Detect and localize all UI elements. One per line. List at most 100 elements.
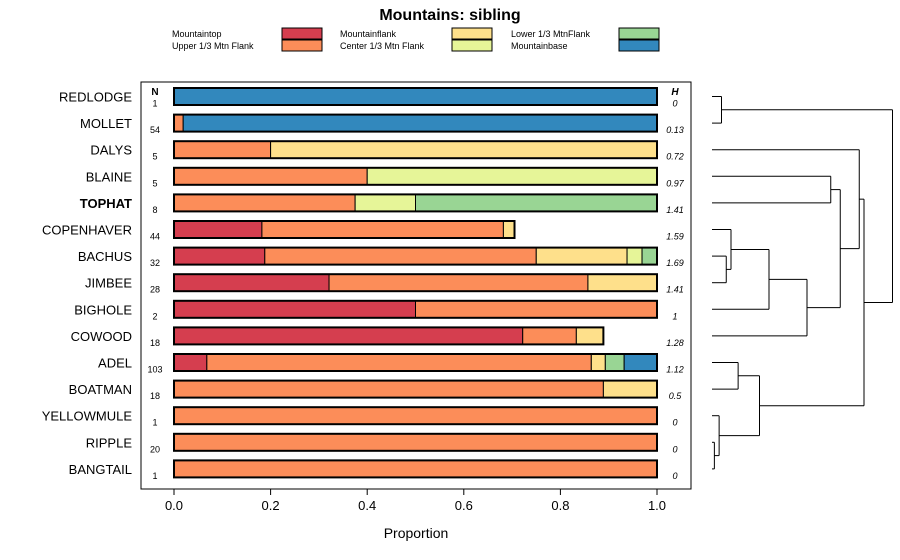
bar-segment-lower-1-3-mtnflank <box>641 247 658 266</box>
row-adel: ADEL 103 1.12 <box>98 353 684 375</box>
bar-segment-center-1-3-mtn-flank <box>626 247 643 266</box>
row-h-value: 1.59 <box>666 232 684 242</box>
plot-frame <box>140 81 692 490</box>
row-h-value: 1 <box>672 311 677 321</box>
row-label: MOLLET <box>80 116 132 131</box>
bar-segment-upper-1-3-mtn-flank <box>415 300 658 319</box>
row-h-value: 1.28 <box>666 338 684 348</box>
row-h-value: 0 <box>672 471 677 481</box>
row-ripple: RIPPLE 20 0 <box>86 432 678 454</box>
x-axis: 0.0 0.2 0.4 0.6 0.8 1.0 <box>165 489 666 513</box>
x-tick-label: 0.2 <box>262 498 280 513</box>
row-label: RIPPLE <box>86 435 133 450</box>
bar-segment-upper-1-3-mtn-flank <box>261 220 504 239</box>
bar-segment-mountainflank <box>502 220 516 239</box>
bar-segment-mountainflank <box>602 380 658 399</box>
bar-outline <box>173 432 658 452</box>
bar-segment-lower-1-3-mtnflank <box>415 193 658 212</box>
bar-segment-mountainflank <box>270 140 658 159</box>
x-tick-label: 0.4 <box>358 498 376 513</box>
bar-segment-upper-1-3-mtn-flank <box>173 140 272 159</box>
legend-swatch-center-1-3-mtn-flank <box>451 39 493 52</box>
bar-outline <box>173 87 658 106</box>
row-cowood: COWOOD 18 1.28 <box>71 326 684 348</box>
bar-outline <box>173 193 658 213</box>
row-h-value: 0 <box>672 418 677 428</box>
rows: REDLODGE 1 0 MOLLET 54 0.13 DALYS 5 0.72 BLAINE 5 0… <box>42 87 685 481</box>
bar-outline <box>173 379 658 399</box>
legend-label-center-1-3-mtn-flank: Center 1/3 Mtn Flank <box>340 41 425 51</box>
bar-segment-mountainflank <box>535 247 628 266</box>
row-n-value: 18 <box>150 338 160 348</box>
row-blaine: BLAINE 5 0.97 <box>86 166 685 188</box>
bar-segment-upper-1-3-mtn-flank <box>328 273 589 292</box>
bar-segment-mountaintop <box>173 300 416 319</box>
row-n-value: 5 <box>152 152 157 162</box>
row-label: BANGTAIL <box>69 462 132 477</box>
row-n-value: 103 <box>147 365 162 375</box>
bar-segment-mountainflank <box>575 326 604 345</box>
row-label: DALYS <box>90 143 132 158</box>
h-header: H <box>671 87 679 98</box>
bar-segment-mountainbase <box>173 87 658 106</box>
row-n-value: 1 <box>152 99 157 109</box>
x-tick-label: 0.6 <box>455 498 473 513</box>
row-h-value: 0 <box>672 99 677 109</box>
row-mollet: MOLLET 54 0.13 <box>80 113 684 135</box>
bar-segment-mountaintop <box>173 273 330 292</box>
row-bighole: BIGHOLE 2 1 <box>74 299 678 321</box>
row-h-value: 1.69 <box>666 258 684 268</box>
bar-segment-upper-1-3-mtn-flank <box>173 167 368 186</box>
row-h-value: 1.41 <box>666 205 684 215</box>
row-tophat: TOPHAT 8 1.41 <box>80 193 684 215</box>
bar-segment-upper-1-3-mtn-flank <box>522 326 577 345</box>
legend-label-lower-1-3-mtnflank: Lower 1/3 MtnFlank <box>511 29 591 39</box>
bar-segment-center-1-3-mtn-flank <box>354 193 416 212</box>
row-label: TOPHAT <box>80 196 132 211</box>
bar-segment-center-1-3-mtn-flank <box>366 167 658 186</box>
row-h-value: 0 <box>672 444 677 454</box>
bar-segment-mountainflank <box>587 273 658 292</box>
row-bangtail: BANGTAIL 1 0 <box>69 459 678 481</box>
row-n-value: 18 <box>150 391 160 401</box>
legend-swatch-mountaintop <box>281 27 323 40</box>
row-dalys: DALYS 5 0.72 <box>90 140 684 162</box>
legend-label-mountaintop: Mountaintop <box>172 29 222 39</box>
x-axis-label: Proportion <box>384 525 449 541</box>
legend-swatch-upper-1-3-mtn-flank <box>281 39 323 52</box>
dendrogram <box>712 96 893 470</box>
row-label: BIGHOLE <box>74 302 132 317</box>
bar-segment-upper-1-3-mtn-flank <box>264 247 537 266</box>
legend: Mountaintop Mountainflank Lower 1/3 MtnFla… <box>172 27 660 52</box>
row-h-value: 0.5 <box>669 391 683 401</box>
x-tick-label: 0.0 <box>165 498 183 513</box>
row-h-value: 1.12 <box>666 365 684 375</box>
row-label: BACHUS <box>78 249 133 264</box>
legend-swatch-mountainbase <box>618 39 660 52</box>
bar-segment-mountainbase <box>623 353 658 372</box>
legend-label-upper-1-3-mtn-flank: Upper 1/3 Mtn Flank <box>172 41 254 51</box>
row-n-value: 28 <box>150 285 160 295</box>
legend-swatch-lower-1-3-mtnflank <box>618 27 660 40</box>
legend-label-mountainbase: Mountainbase <box>511 41 568 51</box>
legend-swatch-mountainflank <box>451 27 493 40</box>
bar-segment-mountainbase <box>182 114 658 133</box>
legend-label-mountainflank: Mountainflank <box>340 29 397 39</box>
row-bachus: BACHUS 32 1.69 <box>78 246 684 268</box>
bar-segment-mountaintop <box>173 353 208 372</box>
bar-segment-upper-1-3-mtn-flank <box>173 406 658 425</box>
bar-segment-upper-1-3-mtn-flank <box>173 433 658 452</box>
row-h-value: 0.13 <box>666 125 684 135</box>
bar-outline <box>173 140 658 160</box>
row-n-value: 5 <box>152 178 157 188</box>
bar-outline <box>173 326 605 346</box>
bar-outline <box>173 220 516 239</box>
row-h-value: 1.41 <box>666 285 684 295</box>
bar-outline <box>173 353 658 372</box>
bar-segment-mountaintop <box>173 247 266 266</box>
bar-segment-upper-1-3-mtn-flank <box>206 353 592 372</box>
bar-outline <box>173 246 658 266</box>
bar-segment-upper-1-3-mtn-flank <box>173 114 184 133</box>
row-copenhaver: COPENHAVER 44 1.59 <box>42 220 684 242</box>
row-n-value: 2 <box>152 311 157 321</box>
